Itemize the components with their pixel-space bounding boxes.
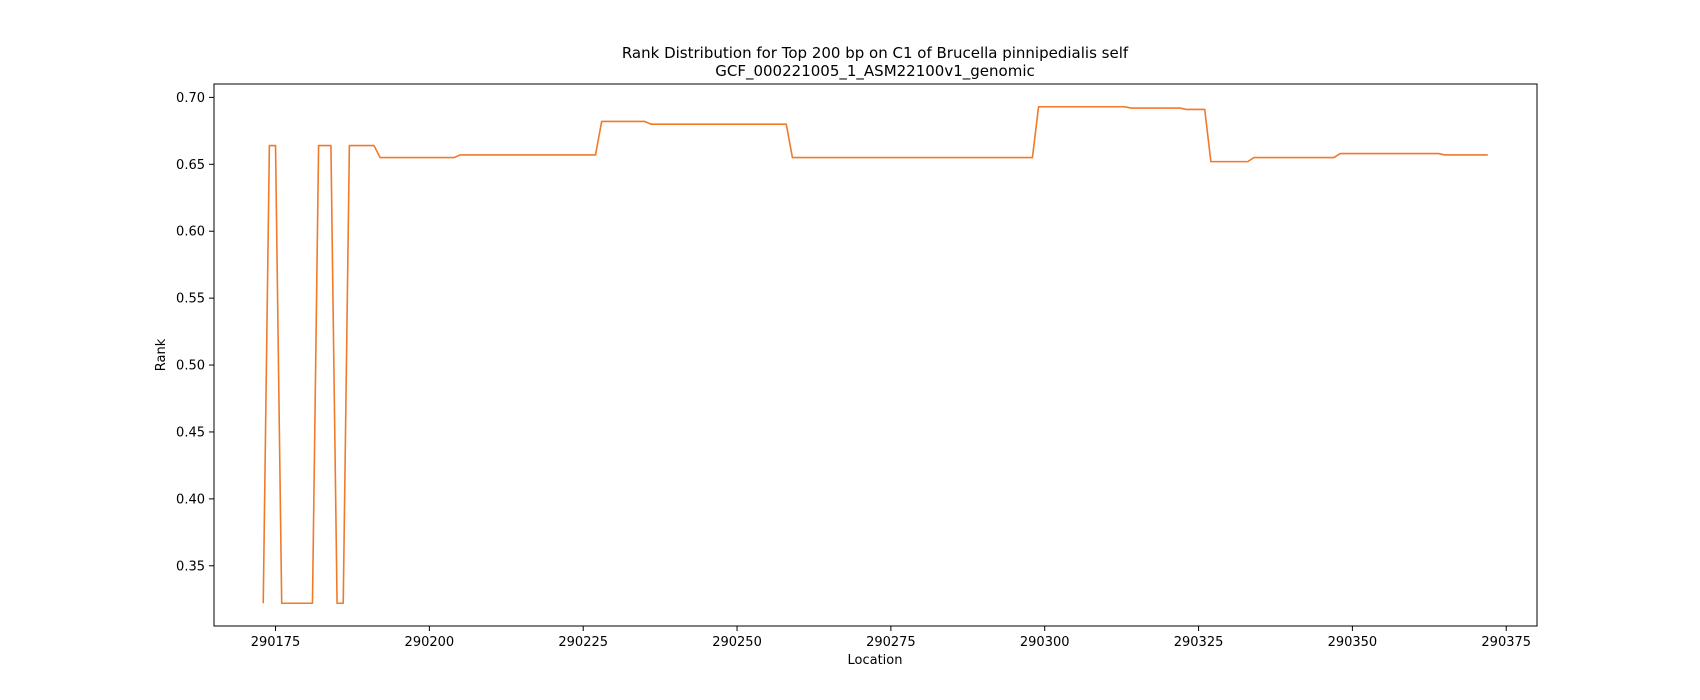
series-line: [262, 105, 1488, 605]
x-tick-label: 290250: [712, 635, 762, 650]
y-tick-label: 0.50: [176, 359, 205, 374]
x-tick-label: 290275: [866, 635, 916, 650]
x-tick-label: 290300: [1020, 635, 1070, 650]
y-tick-label: 0.40: [176, 492, 205, 507]
chart-title: Rank Distribution for Top 200 bp on C1 o…: [622, 44, 1129, 62]
x-tick-label: 290225: [558, 635, 608, 650]
chart-subtitle: GCF_000221005_1_ASM22100v1_genomic: [715, 62, 1034, 81]
x-axis-label: Location: [848, 653, 903, 668]
x-tick-label: 290200: [405, 635, 455, 650]
x-tick-label: 290350: [1328, 635, 1378, 650]
y-tick-label: 0.55: [176, 292, 205, 307]
x-axis: 290175 290200 290225 290250 290275 290300 2903…: [251, 626, 1531, 650]
plot-area: [213, 83, 1538, 627]
y-tick-label: 0.65: [176, 158, 205, 173]
series-layer: [262, 105, 1488, 605]
y-tick-label: 0.45: [176, 425, 205, 440]
x-tick-label: 290375: [1481, 635, 1531, 650]
y-tick-label: 0.60: [176, 225, 205, 240]
x-tick-label: 290175: [251, 635, 301, 650]
y-axis: 0.35 0.40 0.45 0.50 0.55 0.60 0.65 0.70: [176, 91, 214, 574]
y-tick-label: 0.70: [176, 91, 205, 106]
x-tick-label: 290325: [1174, 635, 1224, 650]
y-tick-label: 0.35: [176, 559, 205, 574]
y-axis-label: Rank: [154, 338, 169, 371]
